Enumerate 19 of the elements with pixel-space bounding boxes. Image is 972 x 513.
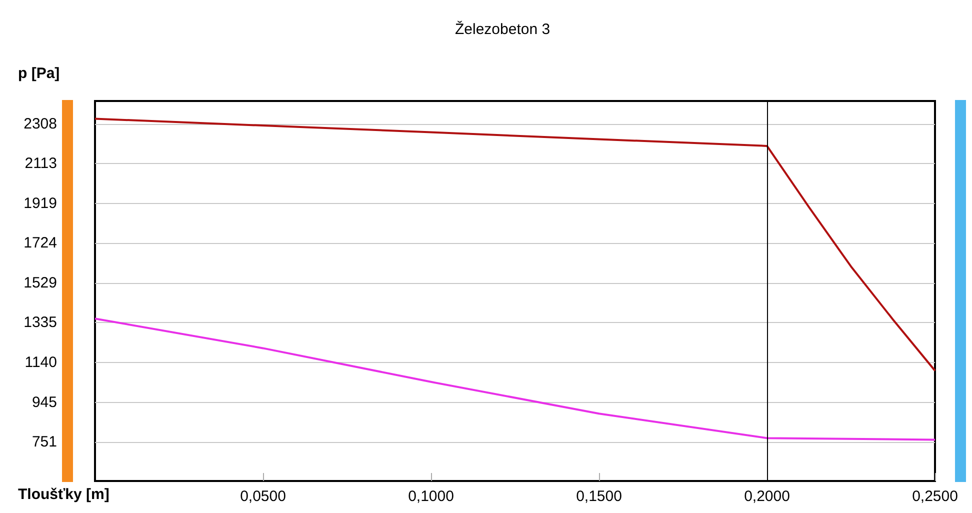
y-tick-label: 2113 [24, 155, 57, 172]
x-tick-label: 0,1000 [408, 488, 454, 505]
line-series [94, 118, 936, 372]
x-tick-label: 0,1500 [576, 488, 622, 505]
x-tick-label: 0,0500 [240, 488, 286, 505]
x-tick-label: 0,2500 [912, 488, 958, 505]
line-series [94, 318, 936, 441]
text: Železobeton 3 [455, 20, 550, 38]
y-tick-label: 1140 [24, 354, 57, 372]
x-axis-title: Tloušťky [m] [18, 486, 110, 503]
x-tick-label: 0,2000 [744, 488, 790, 505]
y-tick-label: 1335 [24, 314, 57, 332]
y-axis-title: p [Pa] [18, 65, 60, 82]
y-tick-label: 1919 [24, 194, 57, 212]
y-tick-label: 751 [32, 433, 57, 450]
y-tick-label: 1724 [24, 234, 57, 252]
y-tick-label: 945 [32, 394, 57, 411]
y-tick-label: 1529 [24, 274, 57, 292]
y-tick-label: 2308 [24, 115, 57, 132]
